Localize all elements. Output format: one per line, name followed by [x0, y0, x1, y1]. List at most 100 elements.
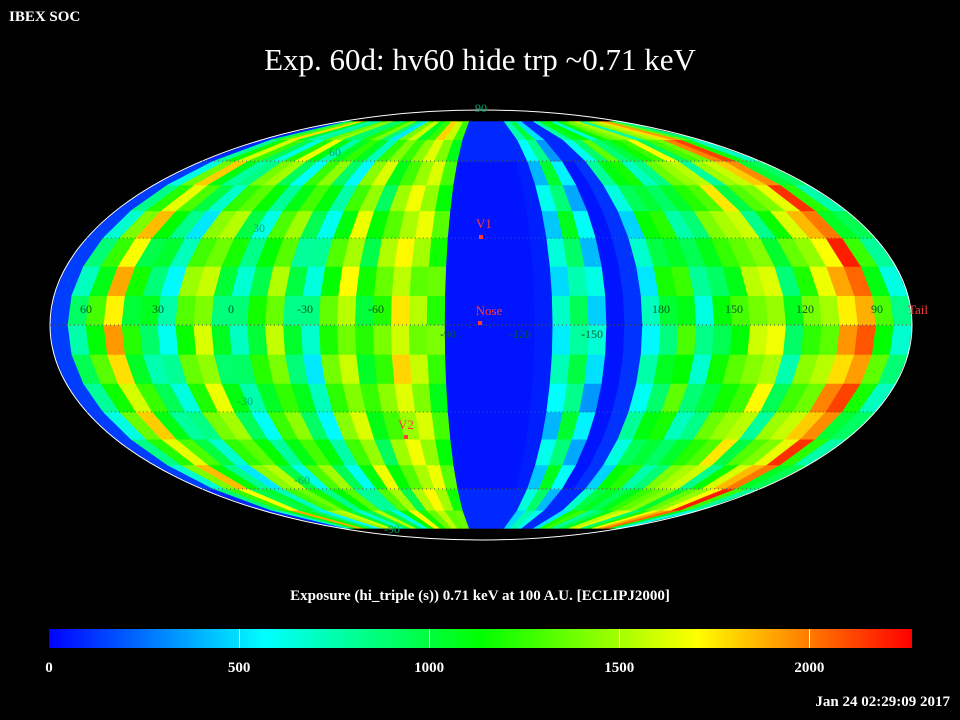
exposure-cell	[480, 464, 495, 490]
latitude-label: 60	[329, 145, 341, 159]
longitude-label: 0	[228, 302, 234, 316]
longitude-label: -90	[440, 327, 456, 341]
exposure-cell	[747, 295, 769, 326]
latitude-label: 90	[475, 101, 487, 115]
exposure-cell	[462, 324, 482, 355]
exposure-cell	[729, 324, 751, 355]
colorbar-tick-label: 2000	[794, 660, 825, 676]
exposure-cell	[444, 295, 464, 326]
exposure-cell	[373, 266, 395, 296]
exposure-cell	[480, 411, 498, 440]
colorbar-tick	[429, 629, 431, 648]
exposure-cell	[480, 354, 500, 384]
exposure-cell	[175, 295, 197, 326]
sky-map: 90 60 30 -30 -60 -90 60 30 0 -30 -60 -90 -120 -150 180…	[0, 0, 928, 541]
exposure-cell	[139, 324, 162, 355]
exposure-cell	[747, 324, 769, 355]
colorbar-tick	[619, 629, 621, 648]
exposure-cell	[495, 210, 515, 239]
marker-label-tail: Tail	[908, 302, 928, 317]
exposure-cell	[354, 324, 375, 355]
latitude-label: -30	[237, 394, 253, 408]
marker-label-v2: V2	[398, 417, 414, 432]
exposure-cell	[515, 354, 535, 384]
exposure-cell	[465, 438, 482, 466]
exposure-cell	[464, 411, 482, 440]
latitude-label: -90	[384, 522, 400, 536]
exposure-cell	[390, 324, 411, 355]
longitude-label: 90	[871, 302, 883, 316]
exposure-cell	[569, 295, 590, 326]
exposure-cell	[694, 324, 715, 355]
exposure-cell	[319, 295, 340, 326]
exposure-cell	[467, 160, 482, 186]
exposure-cell	[765, 295, 787, 326]
exposure-cell	[497, 354, 517, 384]
exposure-cell	[515, 266, 535, 296]
exposure-cell	[301, 324, 322, 355]
longitude-label: 30	[152, 302, 164, 316]
exposure-cell	[497, 237, 516, 267]
exposure-cell	[480, 160, 495, 186]
exposure-cell	[480, 383, 499, 413]
exposure-cells	[50, 121, 912, 529]
exposure-cell	[103, 324, 126, 355]
exposure-cell	[247, 324, 268, 355]
colorbar-tick-label: 0	[45, 660, 53, 676]
exposure-cell	[532, 266, 553, 296]
exposure-cell	[446, 383, 465, 413]
exposure-cell	[549, 266, 571, 296]
exposure-cell	[431, 210, 451, 239]
longitude-label: 150	[725, 302, 743, 316]
exposure-cell	[640, 324, 661, 355]
marker-dot-v1	[479, 235, 483, 239]
exposure-cell	[587, 295, 608, 326]
exposure-cell	[247, 295, 268, 326]
exposure-cell	[462, 266, 482, 296]
exposure-cell	[336, 324, 357, 355]
exposure-cell	[513, 237, 534, 267]
exposure-cell	[411, 383, 433, 413]
graticule-labels: 90 60 30 -30 -60 -90 60 30 0 -30 -60 -90 -120 -150 180…	[80, 101, 883, 536]
exposure-cell	[497, 266, 517, 296]
exposure-cell	[534, 324, 554, 355]
exposure-cell	[431, 411, 451, 440]
exposure-cell	[426, 295, 446, 326]
exposure-cell	[516, 295, 536, 326]
timestamp: Jan 24 02:29:09 2017	[815, 694, 950, 710]
exposure-cell	[265, 324, 286, 355]
exposure-cell	[450, 438, 468, 466]
colorbar-title: Exposure (hi_triple (s)) 0.71 keV at 100…	[290, 588, 670, 604]
exposure-cell	[157, 324, 179, 355]
exposure-cell	[428, 383, 449, 413]
exposure-cell	[711, 324, 733, 355]
exposure-cell	[462, 354, 482, 384]
exposure-cell	[497, 383, 516, 413]
exposure-cell	[551, 295, 572, 326]
exposure-cell	[356, 354, 378, 384]
exposure-cell	[622, 295, 643, 326]
longitude-label: 60	[80, 302, 92, 316]
exposure-cell	[409, 266, 430, 296]
exposure-cell	[428, 237, 449, 267]
exposure-cell	[411, 237, 433, 267]
longitude-label: -150	[581, 327, 603, 341]
colorbar-tick-label: 500	[227, 660, 251, 676]
exposure-cell	[480, 184, 497, 212]
exposure-cell	[889, 324, 912, 355]
longitude-label: -30	[297, 302, 313, 316]
colorbar-tick-label: 1000	[414, 660, 445, 676]
exposure-cell	[605, 295, 626, 326]
exposure-cell	[549, 354, 571, 384]
exposure-cell	[551, 324, 572, 355]
exposure-cell	[211, 324, 233, 355]
exposure-cell	[463, 237, 482, 267]
exposure-cell	[465, 184, 482, 212]
exposure-cell	[193, 324, 215, 355]
map-title: Exp. 60d: hv60 hide trp ~0.71 keV	[264, 42, 696, 77]
exposure-cell	[480, 324, 500, 355]
longitude-label: 180	[652, 302, 670, 316]
exposure-cell	[229, 324, 251, 355]
exposure-cell	[409, 354, 430, 384]
colorbar-tick	[239, 629, 241, 648]
